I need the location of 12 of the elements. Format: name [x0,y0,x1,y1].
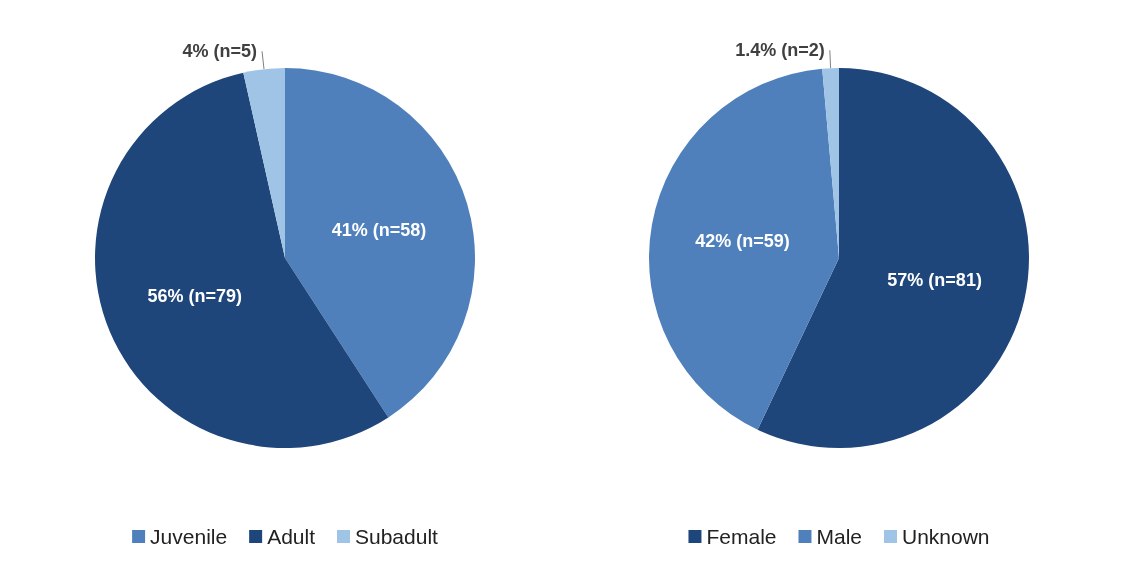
data-label: 41% (n=58) [331,220,427,241]
data-label: 56% (n=79) [147,286,242,306]
data-label: 57% (n=81) [887,269,982,290]
legend-label: Adult [267,525,316,548]
data-label: 4% (n=5) [182,41,258,62]
legend-label: Subadult [355,525,439,548]
legend-label: Juvenile [150,525,228,548]
legend-label: Female [706,525,777,548]
legend-label: Unknown [902,525,990,548]
legend-label: Male [816,525,863,548]
data-label: 1.4% (n=2) [735,40,825,61]
data-label: 42% (n=59) [695,230,790,251]
